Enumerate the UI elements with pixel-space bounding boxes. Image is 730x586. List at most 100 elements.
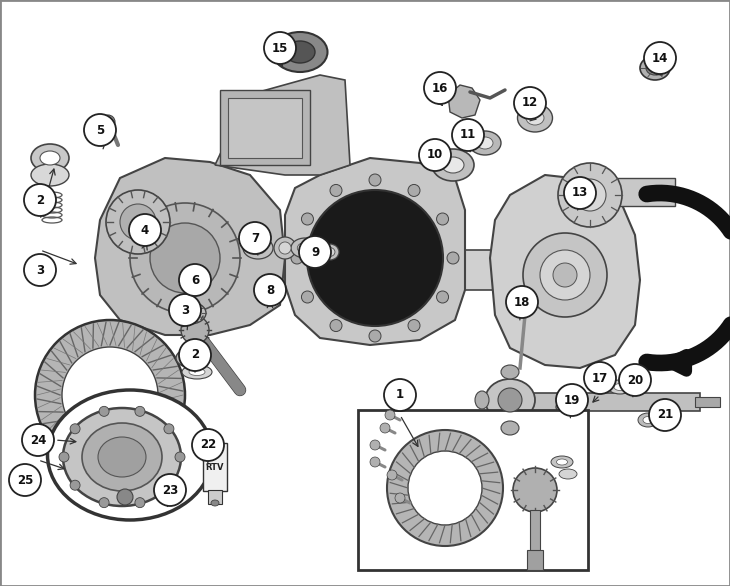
- Circle shape: [120, 204, 156, 240]
- Circle shape: [395, 493, 405, 503]
- Ellipse shape: [469, 131, 501, 155]
- Ellipse shape: [559, 469, 577, 479]
- Ellipse shape: [285, 41, 315, 63]
- Circle shape: [370, 457, 380, 467]
- Circle shape: [619, 364, 651, 396]
- Circle shape: [419, 139, 451, 171]
- Text: 18: 18: [514, 295, 530, 308]
- Circle shape: [515, 295, 535, 315]
- Bar: [220, 90, 310, 165]
- Text: 14: 14: [652, 52, 668, 64]
- Ellipse shape: [432, 149, 474, 181]
- Circle shape: [369, 330, 381, 342]
- Ellipse shape: [211, 500, 219, 506]
- Text: 3: 3: [36, 264, 44, 277]
- Ellipse shape: [297, 243, 312, 254]
- Ellipse shape: [243, 237, 273, 259]
- Ellipse shape: [40, 151, 60, 165]
- Bar: [208, 490, 222, 504]
- Text: 4: 4: [141, 223, 149, 237]
- Bar: [530, 510, 540, 555]
- Circle shape: [424, 72, 456, 104]
- Ellipse shape: [608, 380, 632, 394]
- Circle shape: [135, 498, 145, 507]
- Ellipse shape: [272, 32, 328, 72]
- Circle shape: [514, 87, 546, 119]
- Circle shape: [150, 223, 220, 293]
- Ellipse shape: [184, 353, 202, 363]
- Circle shape: [99, 406, 109, 416]
- Circle shape: [70, 480, 80, 490]
- Circle shape: [59, 452, 69, 462]
- Circle shape: [540, 250, 590, 300]
- Circle shape: [24, 184, 56, 216]
- Circle shape: [330, 319, 342, 332]
- Circle shape: [164, 424, 174, 434]
- Text: 21: 21: [657, 408, 673, 421]
- Circle shape: [164, 480, 174, 490]
- Ellipse shape: [189, 369, 205, 376]
- Circle shape: [523, 233, 607, 317]
- Circle shape: [330, 185, 342, 196]
- Ellipse shape: [640, 56, 670, 80]
- Text: 17: 17: [592, 372, 608, 384]
- Circle shape: [644, 42, 676, 74]
- Circle shape: [135, 406, 145, 416]
- Text: 9: 9: [311, 246, 319, 258]
- Circle shape: [498, 388, 522, 412]
- Ellipse shape: [638, 413, 658, 427]
- Ellipse shape: [477, 137, 493, 149]
- Polygon shape: [285, 158, 465, 345]
- Ellipse shape: [250, 242, 266, 254]
- Circle shape: [129, 214, 161, 246]
- Circle shape: [307, 190, 443, 326]
- Circle shape: [369, 174, 381, 186]
- Circle shape: [387, 470, 397, 480]
- Ellipse shape: [614, 383, 626, 390]
- Ellipse shape: [646, 61, 664, 75]
- Bar: [203, 443, 227, 491]
- Ellipse shape: [563, 403, 577, 411]
- Ellipse shape: [98, 437, 146, 477]
- Circle shape: [553, 263, 577, 287]
- Circle shape: [22, 424, 54, 456]
- Circle shape: [387, 430, 503, 546]
- Circle shape: [299, 236, 331, 268]
- Circle shape: [254, 274, 286, 306]
- Ellipse shape: [643, 417, 653, 424]
- Circle shape: [380, 423, 390, 433]
- Circle shape: [179, 339, 211, 371]
- Circle shape: [556, 384, 588, 416]
- Polygon shape: [448, 85, 480, 118]
- Circle shape: [291, 252, 303, 264]
- Polygon shape: [95, 158, 285, 335]
- Ellipse shape: [475, 391, 489, 409]
- Ellipse shape: [274, 237, 296, 259]
- Text: 8: 8: [266, 284, 274, 297]
- Circle shape: [584, 362, 616, 394]
- Circle shape: [154, 474, 186, 506]
- Circle shape: [384, 379, 416, 411]
- Ellipse shape: [556, 459, 567, 465]
- Text: 13: 13: [572, 186, 588, 199]
- Circle shape: [70, 424, 80, 434]
- Bar: [490, 387, 510, 417]
- Ellipse shape: [321, 244, 339, 260]
- Text: 7: 7: [251, 231, 259, 244]
- Circle shape: [99, 498, 109, 507]
- Text: 25: 25: [17, 473, 33, 486]
- Ellipse shape: [279, 242, 291, 254]
- Bar: [695, 397, 720, 407]
- Bar: [340, 250, 495, 290]
- Text: 20: 20: [627, 373, 643, 387]
- Text: 19: 19: [564, 394, 580, 407]
- Circle shape: [35, 320, 185, 470]
- Circle shape: [264, 32, 296, 64]
- Circle shape: [84, 114, 116, 146]
- Text: 2: 2: [36, 193, 44, 206]
- Circle shape: [385, 410, 395, 420]
- Text: 6: 6: [191, 274, 199, 287]
- Circle shape: [301, 213, 313, 225]
- Bar: [615, 178, 675, 206]
- Circle shape: [558, 163, 622, 227]
